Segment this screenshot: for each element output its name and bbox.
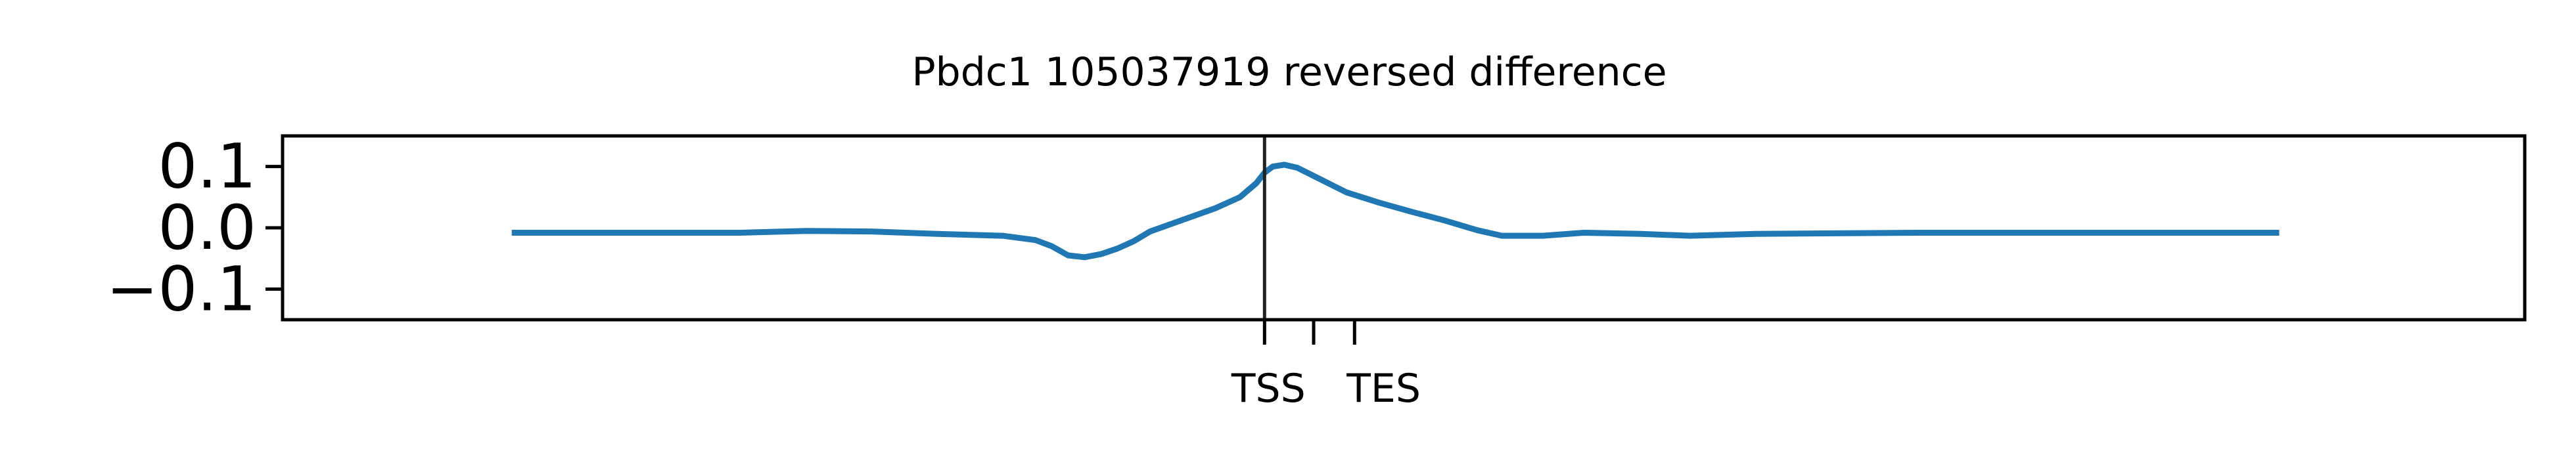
plot-area	[511, 136, 2280, 320]
y-axis: 0.10.0−0.1	[106, 131, 283, 325]
axes-frame	[281, 134, 2527, 322]
y-tick-label: 0.0	[158, 192, 257, 264]
series-line	[511, 162, 2280, 261]
y-tick-label: −0.1	[106, 253, 256, 325]
x-axis: TSS TES	[1231, 320, 1421, 412]
chart-title: Pbdc1 105037919 reversed difference	[911, 49, 1667, 95]
x-tick-label: TSS	[1231, 366, 1306, 412]
x-tick-label: TES	[1346, 366, 1421, 412]
y-tick-label: 0.1	[158, 131, 257, 203]
